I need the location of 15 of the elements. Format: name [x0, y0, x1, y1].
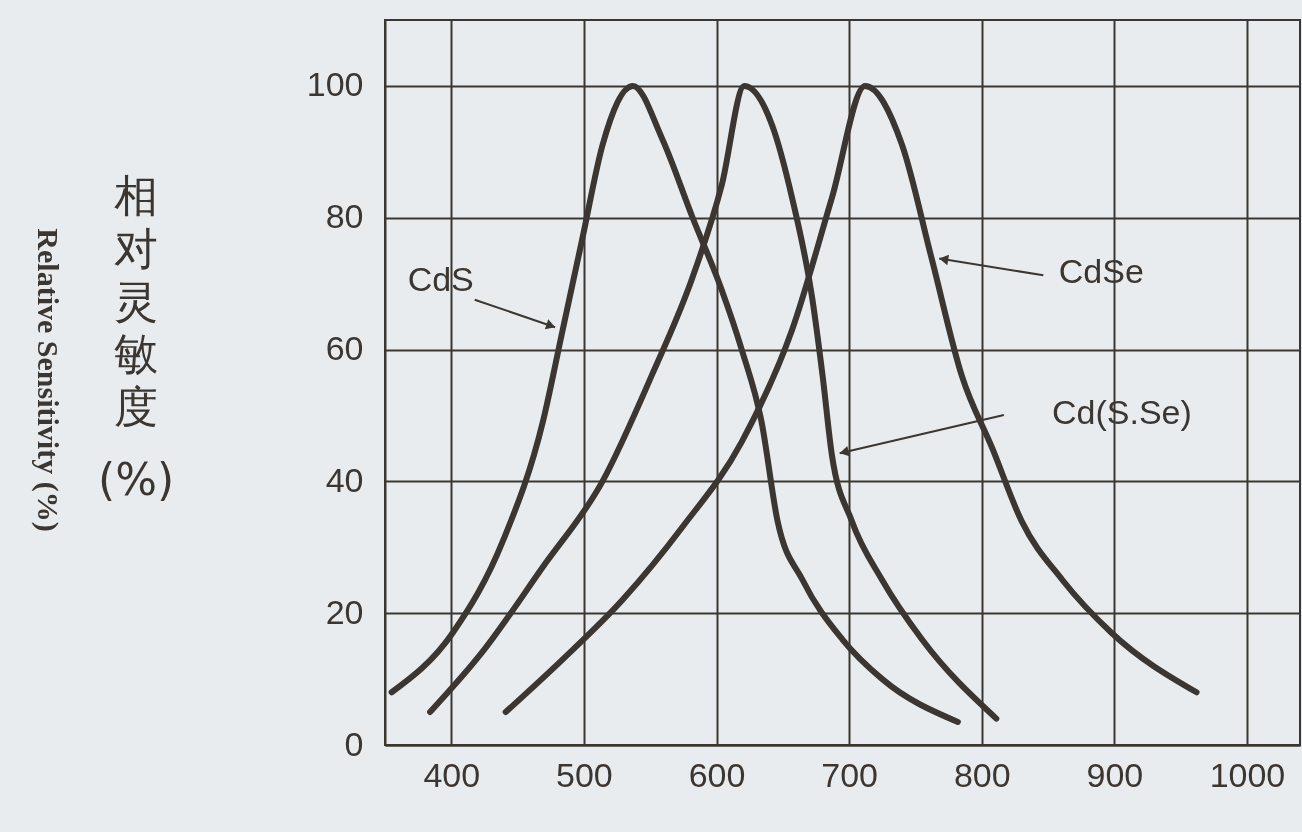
y-tick-label: 80: [325, 197, 364, 236]
y-tick-label: 60: [325, 329, 364, 368]
x-tick-label: 400: [423, 755, 481, 794]
y-tick-label: 20: [325, 592, 364, 631]
x-tick-label: 900: [1086, 755, 1144, 794]
x-tick-label: 800: [953, 755, 1011, 794]
y-tick-label: 40: [325, 460, 364, 499]
x-tick-label: 600: [688, 755, 746, 794]
x-tick-label: 1000: [1209, 755, 1286, 794]
text: Relative Sensitivity (%): [31, 228, 65, 532]
x-tick-label: 500: [556, 755, 613, 794]
y-tick-label: 0: [344, 724, 364, 763]
y-axis-title: 相对灵敏度 (%): [98, 170, 175, 507]
y-tick-label: 100: [306, 65, 364, 104]
x-tick-label: 700: [821, 755, 878, 794]
